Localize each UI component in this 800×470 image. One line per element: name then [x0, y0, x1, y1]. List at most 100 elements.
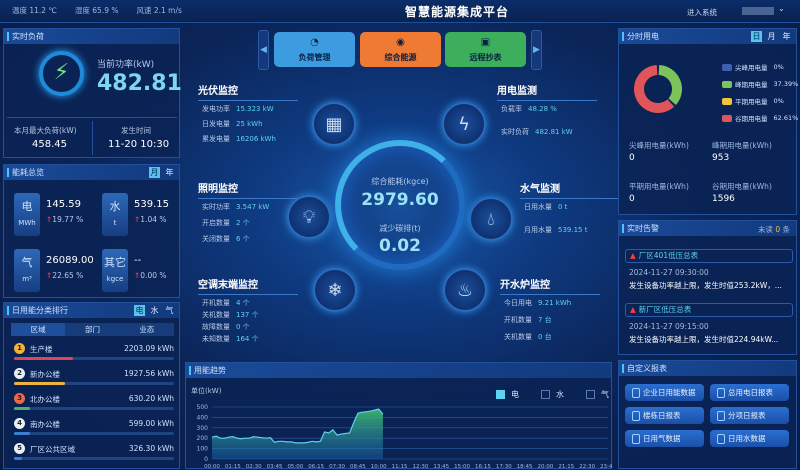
- energy-toggle-0[interactable]: 月: [149, 167, 160, 178]
- nav-button-2[interactable]: ▣远程抄表: [445, 32, 526, 67]
- x-tick-label: 08:45: [350, 464, 366, 470]
- tou-toggle-1[interactable]: 月: [766, 31, 777, 42]
- legend-pct: 0%: [774, 63, 784, 71]
- alarm-bell-icon: ▲: [630, 305, 636, 314]
- y-tick-label: 300: [197, 425, 209, 432]
- x-tick-label: 01:15: [225, 464, 241, 470]
- energy-icon: ◉: [360, 37, 441, 48]
- energy-unit: t: [102, 219, 128, 227]
- energy-change: ↑0.00 %: [134, 271, 167, 280]
- ranking-bar-fill: [14, 407, 30, 410]
- rank-medal-icon: 3: [14, 393, 25, 404]
- row-value: 48.28 %: [528, 105, 557, 113]
- total-energy-label: 综合能耗(kgce): [340, 176, 460, 187]
- row-label: 实时功率: [202, 203, 230, 211]
- nav-next-button[interactable]: ▶: [531, 30, 542, 70]
- lightning-icon: ⚡: [39, 51, 84, 96]
- series-area: [212, 409, 383, 459]
- nav-button-label: 远程抄表: [470, 53, 502, 62]
- tou-stat-label: 尖峰用电量(kWh): [629, 140, 689, 151]
- nav-prev-button[interactable]: ◀: [258, 30, 269, 70]
- air-conditioner-icon[interactable]: ❄: [313, 268, 357, 312]
- row-label: 日发电量: [202, 120, 230, 128]
- ranking-tab-0[interactable]: 区域: [11, 323, 65, 336]
- tou-toggle-0[interactable]: 日: [751, 31, 762, 42]
- row-value: 4 个: [236, 299, 250, 307]
- lightning-icon[interactable]: ϟ: [442, 102, 486, 146]
- water-boiler-icon[interactable]: ♨: [443, 268, 487, 312]
- report-button-0[interactable]: 企业日用能数据: [625, 384, 704, 401]
- ranking-toggle-2[interactable]: 气: [164, 305, 175, 316]
- nav-button-0[interactable]: ◔负荷管理: [274, 32, 355, 67]
- tou-stat-label: 谷期用电量(kWh): [712, 181, 772, 192]
- row-value: 0 个: [236, 323, 250, 331]
- ranking-value: 630.20 kWh: [129, 394, 174, 403]
- row-value: 15.323 kW: [236, 105, 274, 113]
- ranking-bar-fill: [14, 382, 65, 385]
- row-value: 9.21 kWh: [538, 299, 571, 307]
- time-label: 发生时间: [121, 125, 151, 136]
- report-button-1[interactable]: 总用电日报表: [710, 384, 789, 401]
- row-value: 482.81 kW: [535, 128, 573, 136]
- nav-button-1[interactable]: ◉ 综合能源: [360, 32, 441, 67]
- enter-system-link[interactable]: 进入系统: [687, 7, 717, 18]
- max-load-label: 本月最大负荷(kW): [14, 125, 77, 136]
- alarm-message: 发生设备功率越上限，发生时值224.94kW...: [629, 334, 778, 345]
- ranking-tab-2[interactable]: 业态: [120, 323, 174, 336]
- tou-toggle-2[interactable]: 年: [781, 31, 792, 42]
- report-button-5[interactable]: 日用水数据: [710, 430, 789, 447]
- row-label: 关闭数量: [202, 235, 230, 243]
- max-load-value: 458.45: [32, 139, 67, 150]
- panel-title: 实时负荷: [4, 29, 179, 44]
- alarm-title: ▲新厂区低压总表: [625, 303, 793, 317]
- unread-count[interactable]: 未读 0 条: [758, 224, 790, 235]
- energy-change-value: 22.65 %: [52, 271, 83, 280]
- energy-change: ↑22.65 %: [46, 271, 83, 280]
- water-drop-icon[interactable]: 💧︎: [469, 197, 513, 241]
- alarm-time: 2024-11-27 09:30:00: [629, 268, 709, 277]
- x-tick-label: 22:30: [579, 464, 595, 470]
- row-label: 累发电量: [202, 135, 230, 143]
- tou-stat-value: 0: [629, 153, 635, 163]
- power-label: 当前功率(kW): [97, 57, 154, 70]
- report-button-3[interactable]: 分项日报表: [710, 407, 789, 424]
- report-button-2[interactable]: 楼栋日报表: [625, 407, 704, 424]
- ranking-value: 1927.56 kWh: [124, 369, 174, 378]
- ranking-value: 599.00 kWh: [129, 419, 174, 428]
- power-monitor-title: 用电监测: [497, 82, 597, 101]
- solar-panel-icon[interactable]: ▦: [312, 102, 356, 146]
- app-title: 智慧能源集成平台: [405, 3, 509, 20]
- light-monitor-title: 照明监控: [198, 180, 298, 199]
- ranking-toggle-0[interactable]: 电: [134, 305, 145, 316]
- unread-prefix: 未读: [758, 225, 773, 234]
- carbon-value: 0.02: [340, 236, 460, 256]
- report-button-4[interactable]: 日用气数据: [625, 430, 704, 447]
- ranking-toggle-1[interactable]: 水: [149, 305, 160, 316]
- user-name: [742, 7, 774, 15]
- water-monitor-title: 水气监测: [520, 180, 620, 199]
- energy-toggle-1[interactable]: 年: [164, 167, 175, 178]
- row-value: 2 个: [236, 219, 250, 227]
- reports-panel: 自定义报表 企业日用能数据总用电日报表楼栋日报表分项日报表日用气数据日用水数据: [618, 360, 797, 469]
- ranking-bar: [14, 407, 174, 410]
- y-tick-label: 200: [197, 435, 209, 442]
- alarm-name: 厂区401低压总表: [639, 251, 698, 260]
- ranking-tab-1[interactable]: 部门: [65, 323, 119, 336]
- ranking-bar-fill: [14, 457, 22, 460]
- light-bulb-icon[interactable]: 💡︎: [287, 195, 331, 239]
- chevron-down-icon[interactable]: ⌄: [778, 4, 785, 13]
- x-tick-label: 12:30: [412, 464, 428, 470]
- nav-button-label: 综合能源: [385, 53, 417, 62]
